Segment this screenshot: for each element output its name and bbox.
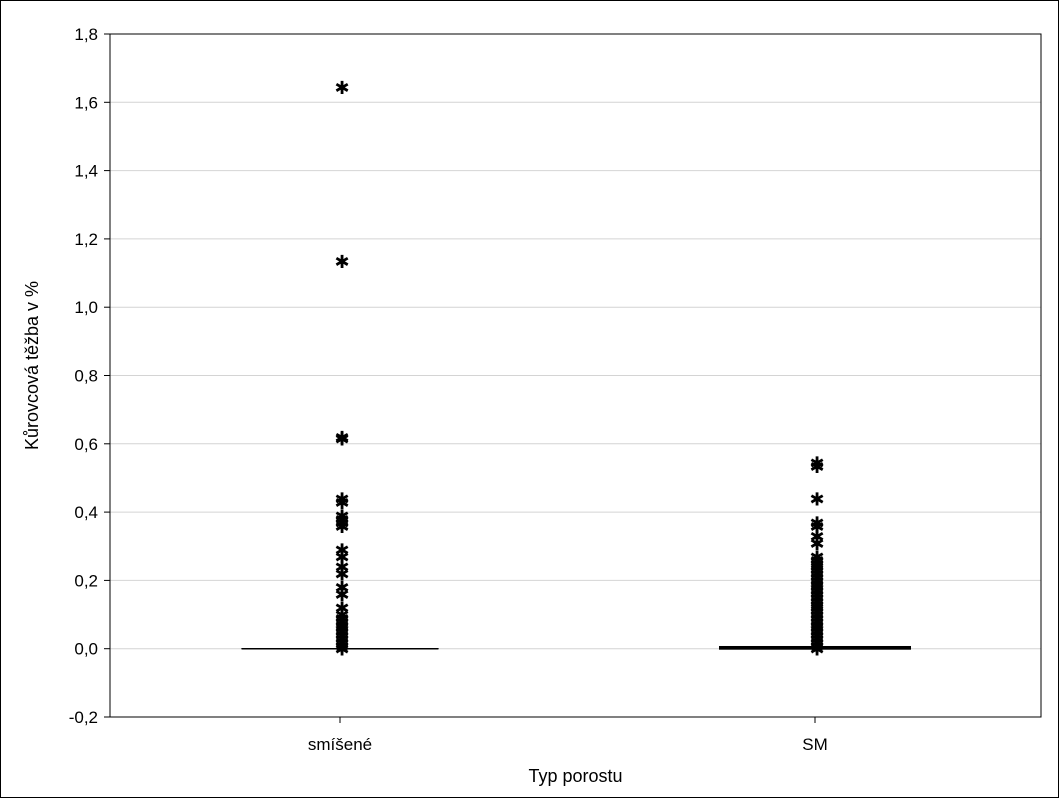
outlier-point: ✱ [809, 527, 824, 548]
outlier-point: ✱ [809, 568, 824, 589]
y-axis-ticks: -0,2 0,0 0,2 0,4 0,6 0,8 1,0 1,2 1,4 1,6 1,8 [69, 25, 110, 727]
y-tick-label: 0,8 [74, 367, 98, 386]
y-tick-label: 1,6 [74, 93, 98, 112]
outlier-point: ✱ [334, 547, 349, 568]
outlier-point: ✱ [334, 513, 349, 534]
outlier-point: ✱ [334, 585, 349, 606]
outlier-point: ✱ [809, 629, 824, 650]
grid-lines [110, 101, 1041, 650]
outlier-point: ✱ [809, 588, 824, 609]
outlier-point: ✱ [334, 640, 349, 661]
outlier-point: ✱ [334, 252, 349, 273]
outlier-point: ✱ [334, 565, 349, 586]
outlier-point: ✱ [809, 595, 824, 616]
outlier-point: ✱ [809, 602, 824, 623]
x-axis-title: Typ porostu [528, 766, 622, 786]
outlier-point: ✱ [809, 633, 824, 654]
outlier-point: ✱ [809, 551, 824, 572]
outlier-point: ✱ [809, 565, 824, 586]
outlier-point: ✱ [809, 575, 824, 596]
boxes [241, 645, 911, 650]
y-tick-label: 1,8 [74, 25, 98, 44]
outlier-point: ✱ [334, 629, 349, 650]
x-axis-ticks: smíšené SM [308, 717, 828, 754]
outlier-point: ✱ [334, 612, 349, 633]
outlier-point: ✱ [809, 640, 824, 661]
outlier-point: ✱ [334, 626, 349, 647]
outlier-point: ✱ [334, 510, 349, 531]
outlier-point: ✱ [334, 78, 349, 99]
outlier-point: ✱ [809, 578, 824, 599]
outlier-point: ✱ [809, 571, 824, 592]
outlier-point: ✱ [809, 513, 824, 534]
outlier-point: ✱ [809, 489, 824, 510]
outlier-point: ✱ [334, 430, 349, 451]
outlier-point: ✱ [809, 619, 824, 640]
y-tick-label: 0,2 [74, 571, 98, 590]
x-tick-label: SM [802, 735, 828, 754]
outlier-point: ✱ [334, 619, 349, 640]
outlier-point: ✱ [809, 582, 824, 603]
outlier-point: ✱ [334, 633, 349, 654]
y-tick-label: 0,4 [74, 503, 98, 522]
outlier-point: ✱ [809, 547, 824, 568]
outlier-points: ✱✱✱✱✱✱✱✱✱✱✱✱✱✱✱✱✱✱✱✱✱✱✱✱✱✱✱✱✱✱✱✱✱✱✱✱✱✱✱✱… [334, 78, 824, 661]
outlier-point: ✱ [334, 616, 349, 637]
y-tick-label: -0,2 [69, 708, 98, 727]
y-tick-label: 1,4 [74, 162, 98, 181]
outlier-point: ✱ [809, 609, 824, 630]
y-tick-label: 1,2 [74, 230, 98, 249]
outlier-point: ✱ [334, 609, 349, 630]
outlier-point: ✱ [334, 517, 349, 538]
outlier-point: ✱ [809, 636, 824, 657]
outlier-point: ✱ [334, 599, 349, 620]
outlier-point: ✱ [334, 623, 349, 644]
outlier-point: ✱ [809, 554, 824, 575]
outlier-point: ✱ [334, 489, 349, 510]
outlier-point: ✱ [334, 507, 349, 528]
outlier-point: ✱ [809, 616, 824, 637]
y-tick-label: 0,0 [74, 640, 98, 659]
outlier-point: ✱ [809, 457, 824, 478]
outlier-point: ✱ [334, 493, 349, 514]
outlier-point: ✱ [809, 599, 824, 620]
x-tick-label: smíšené [308, 735, 372, 754]
outlier-point: ✱ [809, 561, 824, 582]
outlier-point: ✱ [809, 592, 824, 613]
outlier-point: ✱ [334, 541, 349, 562]
outlier-point: ✱ [809, 585, 824, 606]
outlier-point: ✱ [334, 428, 349, 449]
outlier-point: ✱ [334, 578, 349, 599]
y-axis-title: Kůrovcová těžba v % [22, 281, 42, 450]
outlier-point: ✱ [809, 517, 824, 538]
y-tick-label: 1,0 [74, 298, 98, 317]
outlier-point: ✱ [809, 454, 824, 475]
outlier-point: ✱ [334, 636, 349, 657]
outlier-point: ✱ [809, 626, 824, 647]
outlier-point: ✱ [334, 606, 349, 627]
outlier-point: ✱ [809, 558, 824, 579]
outlier-point: ✱ [809, 534, 824, 555]
outlier-point: ✱ [809, 606, 824, 627]
outlier-point: ✱ [809, 623, 824, 644]
outlier-point: ✱ [334, 558, 349, 579]
outlier-point: ✱ [809, 612, 824, 633]
y-tick-label: 0,6 [74, 435, 98, 454]
